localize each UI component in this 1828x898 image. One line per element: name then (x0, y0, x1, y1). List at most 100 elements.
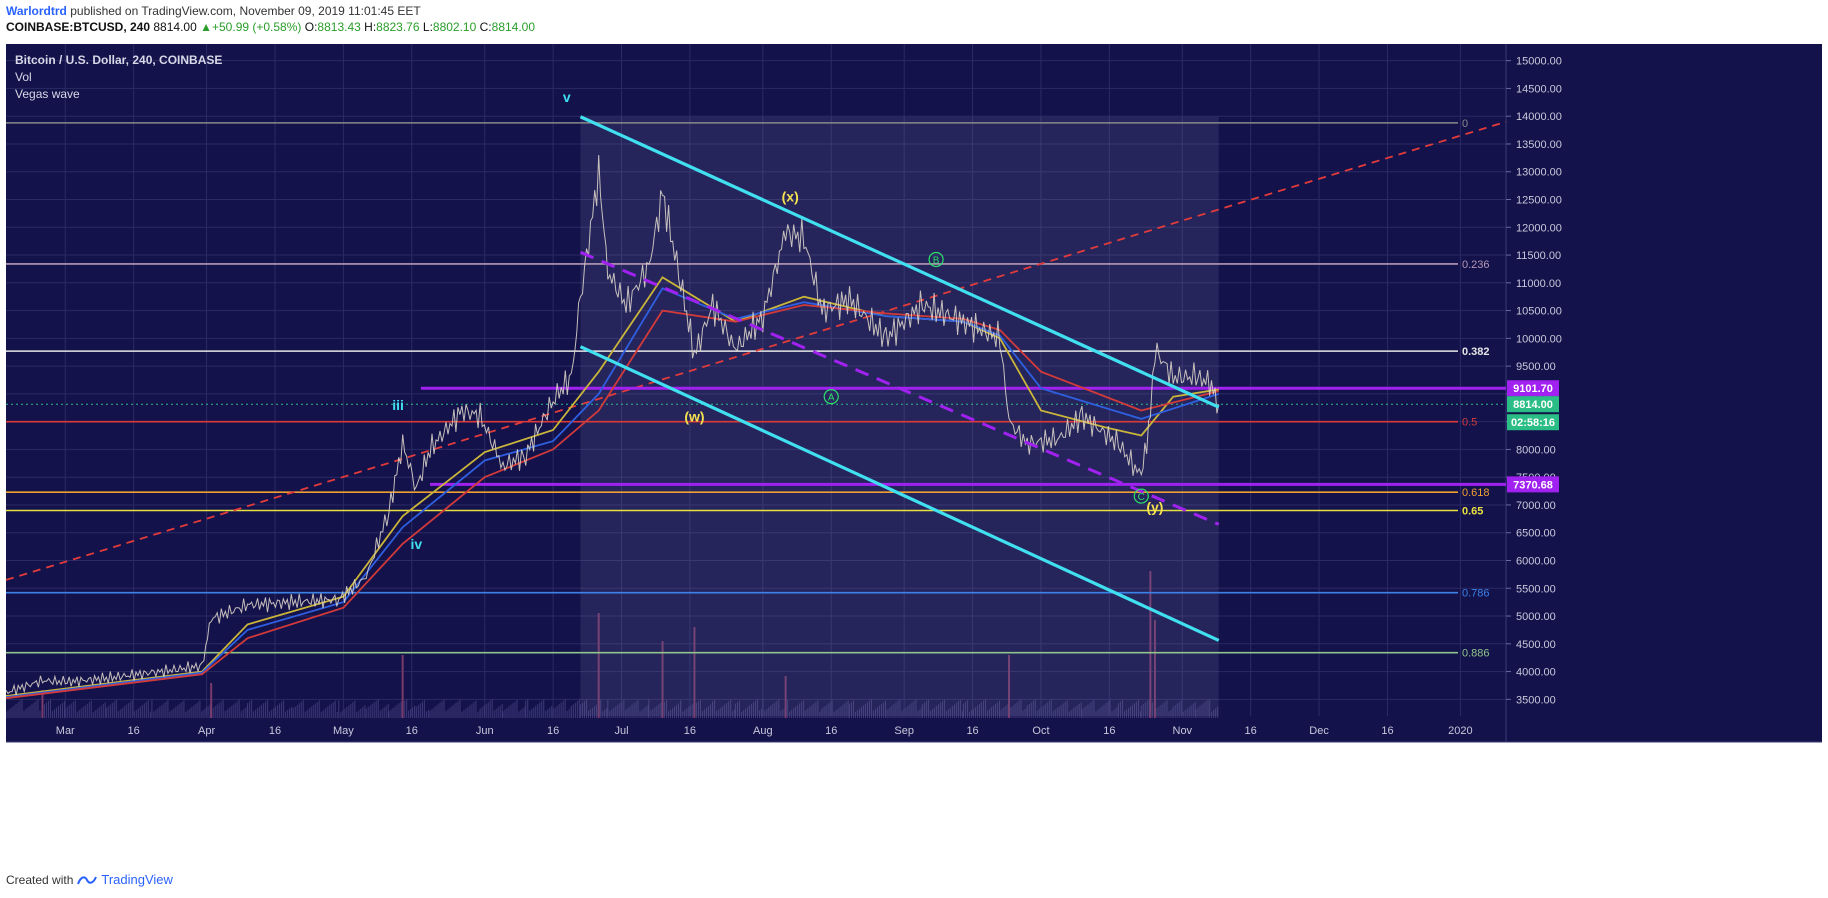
author-link[interactable]: Warlordtrd (6, 4, 67, 18)
publish-info: published on TradingView.com, November 0… (66, 4, 421, 18)
x-tick-label: Sep (894, 725, 914, 737)
legend-volume: Vol (15, 70, 32, 84)
wave-label: iii (392, 397, 404, 413)
red-trend-line (5, 120, 1507, 581)
x-tick-label: 16 (1103, 725, 1115, 737)
wave-label: iv (410, 536, 422, 552)
x-tick-label: 16 (1245, 725, 1257, 737)
high-value: 8823.76 (376, 20, 420, 34)
x-tick-label: Aug (753, 725, 773, 737)
wave-label: (x) (782, 189, 799, 205)
x-tick-label: Dec (1309, 725, 1329, 737)
fib-level-label: 0.382 (1462, 346, 1490, 358)
y-tick-label: 4500.00 (1516, 639, 1556, 651)
x-tick-label: 16 (547, 725, 559, 737)
x-tick-label: 16 (269, 725, 281, 737)
support-level-badge (1507, 380, 1559, 397)
x-tick-label: Mar (56, 725, 75, 737)
fib-level-label: 0.618 (1462, 487, 1490, 499)
wave-label-circle (1133, 488, 1149, 504)
current-price-label: 8814.00 (1513, 399, 1553, 411)
support-level-badge (1507, 476, 1559, 493)
y-tick-label: 4000.00 (1516, 667, 1556, 679)
change-value: +50.99 (+0.58%) (212, 20, 302, 34)
x-tick-label: Nov (1173, 725, 1193, 737)
fib-level-label: 0.886 (1462, 648, 1490, 660)
x-tick-label: Oct (1032, 725, 1049, 737)
fib-level-label: 0.5 (1462, 417, 1477, 429)
fib-level-label: 0 (1462, 118, 1468, 130)
price-series (5, 154, 1220, 696)
y-tick-label: 13000.00 (1516, 167, 1562, 179)
y-tick-label: 12000.00 (1516, 222, 1562, 234)
y-tick-label: 6500.00 (1516, 528, 1556, 540)
fib-level-label: 0.786 (1462, 588, 1490, 600)
wave-label: (w) (684, 409, 704, 425)
close-label: C: (479, 20, 492, 34)
x-tick-label: 16 (684, 725, 696, 737)
wave-label-circle (823, 389, 839, 405)
open-value: 8813.43 (317, 20, 361, 34)
x-tick-label: Jul (614, 725, 628, 737)
tradingview-link[interactable]: TradingView (101, 872, 173, 887)
x-tick-label: 16 (825, 725, 837, 737)
plot-background (6, 44, 1506, 742)
chart-area[interactable]: 3500.00 4000.00 4500.00 5000.00 5500.00 6000.… (5, 44, 1822, 866)
y-tick-label: 10000.00 (1516, 333, 1562, 345)
high-label: H: (364, 20, 377, 34)
x-tick-label: May (333, 725, 354, 737)
y-tick-label: 5000.00 (1516, 611, 1556, 623)
footer: Created with TradingView (6, 872, 173, 887)
x-tick-label: 16 (966, 725, 978, 737)
y-tick-label: 13500.00 (1516, 139, 1562, 151)
publish-line: Warlordtrd published on TradingView.com,… (6, 4, 421, 18)
y-tick-label: 8000.00 (1516, 444, 1556, 456)
quote-line: COINBASE:BTCUSD, 240 8814.00 ▲+50.99 (+0… (6, 20, 535, 34)
created-with-label: Created with (6, 872, 74, 887)
tradingview-logo-icon (77, 875, 98, 884)
x-tick-label: 16 (128, 725, 140, 737)
fib-level-label: 0.65 (1462, 506, 1483, 518)
wave-label: v (563, 89, 571, 105)
wave-label: (y) (1146, 499, 1163, 515)
countdown-label: 02:58:16 (1511, 417, 1555, 429)
legend-indicator: Vegas wave (15, 87, 80, 101)
wave-label: C (1138, 492, 1145, 503)
channel-upper-line (579, 115, 1220, 409)
y-tick-label: 11000.00 (1516, 278, 1561, 290)
channel-lower-line (579, 345, 1220, 642)
symbol-label: COINBASE:BTCUSD, 240 (6, 20, 151, 34)
x-tick-label: 2020 (1448, 725, 1472, 737)
y-tick-label: 3500.00 (1516, 694, 1556, 706)
support-level-label: 9101.70 (1513, 383, 1553, 395)
y-tick-label: 6000.00 (1516, 555, 1556, 567)
change-arrow: ▲ (200, 20, 212, 34)
wave-label: A (828, 393, 835, 404)
price-chart[interactable]: 3500.00 4000.00 4500.00 5000.00 5500.00 6000.… (5, 44, 1822, 866)
low-value: 8802.10 (432, 20, 477, 34)
x-tick-label: Apr (198, 725, 215, 737)
y-tick-label: 5500.00 (1516, 583, 1556, 595)
x-tick-label: 16 (1381, 725, 1393, 737)
y-tick-label: 11500.00 (1516, 250, 1561, 262)
low-label: L: (422, 20, 433, 34)
support-level-label: 7370.68 (1513, 479, 1553, 491)
y-tick-label: 15000.00 (1516, 56, 1562, 68)
open-label: O: (304, 20, 318, 34)
y-tick-label: 14500.00 (1516, 83, 1562, 95)
x-tick-label: Jun (476, 725, 494, 737)
x-tick-label: 16 (406, 725, 418, 737)
wave-trend-dashed (579, 250, 1220, 526)
fib-zone-shade (580, 116, 1219, 716)
ema-line (5, 304, 1220, 700)
y-tick-label: 9500.00 (1516, 361, 1556, 373)
ohlc-values: O:8813.43 H:8823.76 L:8802.10 C:8814.00 (305, 20, 535, 34)
legend-title: Bitcoin / U.S. Dollar, 240, COINBASE (15, 53, 223, 67)
close-value: 8814.00 (491, 20, 536, 34)
last-price: 8814.00 (153, 20, 197, 34)
ema-line (5, 287, 1220, 698)
y-tick-label: 14000.00 (1516, 111, 1562, 123)
y-tick-label: 10500.00 (1516, 306, 1562, 318)
chart-legend: Bitcoin / U.S. Dollar, 240, COINBASE Vol… (15, 52, 222, 103)
wave-label-circle (928, 251, 944, 268)
